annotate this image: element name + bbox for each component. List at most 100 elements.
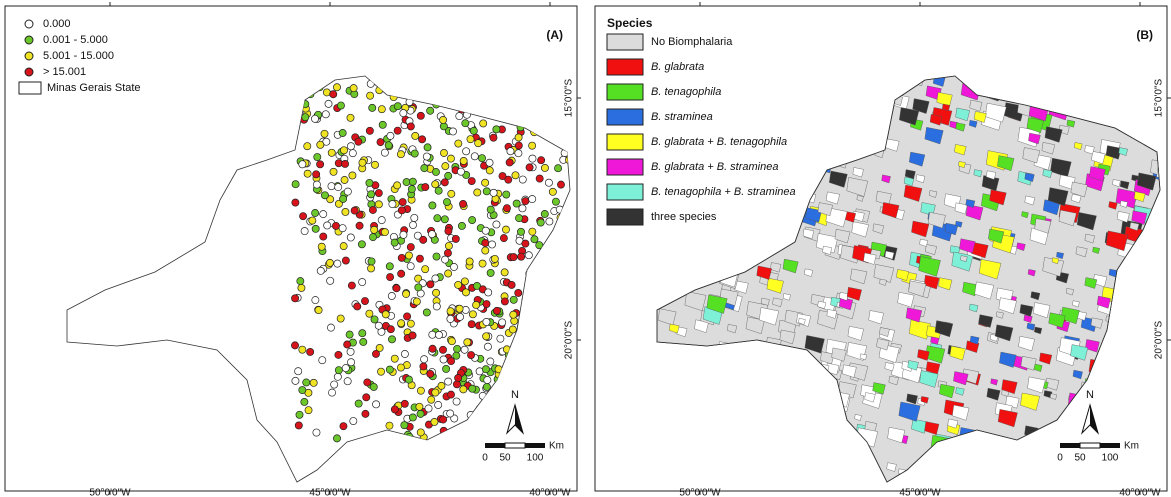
site-dot bbox=[456, 305, 463, 312]
site-dot bbox=[507, 148, 514, 155]
site-dot bbox=[299, 386, 306, 393]
site-dot bbox=[340, 423, 347, 430]
site-dot bbox=[445, 270, 452, 277]
site-dot bbox=[554, 165, 561, 172]
site-dot bbox=[387, 326, 394, 333]
site-dot bbox=[334, 260, 341, 267]
site-dot bbox=[447, 358, 454, 365]
site-dot bbox=[371, 316, 378, 323]
site-dot bbox=[431, 418, 438, 425]
site-dot bbox=[440, 149, 447, 156]
site-dot bbox=[483, 318, 490, 325]
site-dot bbox=[342, 208, 349, 215]
site-dot bbox=[301, 398, 308, 405]
site-dot bbox=[379, 121, 386, 128]
site-dot bbox=[440, 356, 447, 363]
site-dot bbox=[340, 147, 347, 154]
site-dot bbox=[407, 263, 414, 270]
site-dot bbox=[526, 164, 533, 171]
legend-swatch bbox=[607, 109, 643, 125]
site-dot bbox=[442, 163, 449, 170]
site-dot bbox=[416, 403, 423, 410]
site-dot bbox=[469, 385, 476, 392]
site-dot bbox=[314, 153, 321, 160]
site-dot bbox=[474, 189, 481, 196]
site-dot bbox=[335, 351, 342, 358]
site-dot bbox=[299, 346, 306, 353]
site-dot bbox=[355, 138, 362, 145]
site-dot bbox=[499, 172, 506, 179]
site-dot bbox=[447, 315, 454, 322]
site-dot bbox=[372, 401, 379, 408]
site-dot bbox=[347, 234, 354, 241]
site-dot bbox=[447, 391, 454, 398]
site-dot bbox=[482, 366, 489, 373]
site-dot bbox=[445, 227, 452, 234]
site-dot bbox=[529, 142, 536, 149]
site-dot bbox=[317, 267, 324, 274]
site-dot bbox=[335, 184, 342, 191]
site-dot bbox=[515, 289, 522, 296]
site-dot bbox=[480, 120, 487, 127]
scale-label: 50 bbox=[499, 453, 511, 464]
site-dot bbox=[366, 310, 373, 317]
site-dot bbox=[501, 269, 508, 276]
site-dot bbox=[332, 222, 339, 229]
site-dot bbox=[457, 168, 464, 175]
north-label: N bbox=[1086, 389, 1094, 401]
site-dot bbox=[497, 335, 504, 342]
site-dot bbox=[448, 190, 455, 197]
site-dot bbox=[421, 356, 428, 363]
site-dot bbox=[385, 142, 392, 149]
site-dot bbox=[397, 151, 404, 158]
site-dot bbox=[490, 134, 497, 141]
site-dot bbox=[439, 116, 446, 123]
site-dot bbox=[460, 157, 467, 164]
site-dot bbox=[299, 213, 306, 220]
site-dot bbox=[375, 189, 382, 196]
x-label: 40°0'0"W bbox=[529, 488, 571, 497]
site-dot bbox=[369, 234, 376, 241]
site-dot bbox=[339, 129, 346, 136]
site-dot bbox=[291, 295, 298, 302]
site-dot bbox=[452, 235, 459, 242]
site-dot bbox=[340, 243, 347, 250]
site-dot bbox=[433, 253, 440, 260]
x-label: 50°0'0"W bbox=[679, 488, 721, 497]
x-label: 45°0'0"W bbox=[309, 488, 351, 497]
site-dot bbox=[499, 319, 506, 326]
site-dot bbox=[321, 130, 328, 137]
site-dot bbox=[407, 320, 414, 327]
site-dot bbox=[467, 351, 474, 358]
site-dot bbox=[455, 281, 462, 288]
site-dot bbox=[322, 111, 329, 118]
site-dot bbox=[460, 386, 467, 393]
site-dot bbox=[424, 144, 431, 151]
site-dot bbox=[298, 284, 305, 291]
site-dot bbox=[359, 330, 366, 337]
site-dot bbox=[471, 153, 478, 160]
site-dot bbox=[366, 127, 373, 134]
site-dot bbox=[331, 381, 338, 388]
site-dot bbox=[378, 106, 385, 113]
site-dot bbox=[367, 92, 374, 99]
site-dot bbox=[386, 422, 393, 429]
legend-label: three species bbox=[651, 211, 717, 223]
site-dot bbox=[510, 253, 517, 260]
site-dot bbox=[447, 410, 454, 417]
site-dot bbox=[449, 128, 456, 135]
site-dot bbox=[432, 181, 439, 188]
site-dot bbox=[522, 198, 529, 205]
site-dot bbox=[456, 112, 463, 119]
site-dot bbox=[389, 200, 396, 207]
site-dot bbox=[485, 289, 492, 296]
site-dot bbox=[377, 368, 384, 375]
site-dot bbox=[482, 179, 489, 186]
site-dot bbox=[378, 217, 385, 224]
site-dot bbox=[502, 226, 509, 233]
site-dot bbox=[435, 187, 442, 194]
legend-dot bbox=[25, 36, 33, 44]
site-dot bbox=[394, 182, 401, 189]
site-dot bbox=[333, 84, 340, 91]
